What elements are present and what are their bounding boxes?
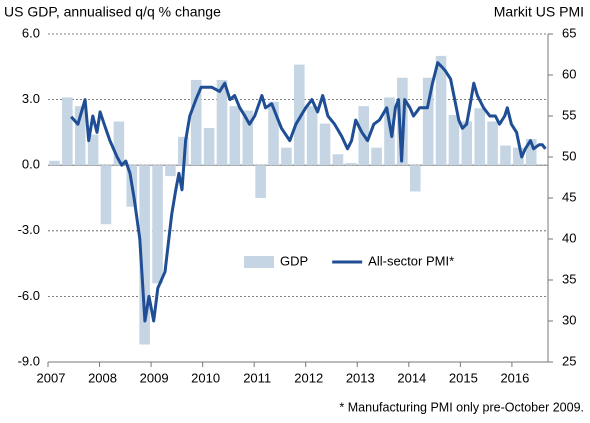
bar — [229, 106, 241, 166]
bar — [448, 114, 460, 166]
bar — [281, 147, 292, 166]
y2-tick-label: 40 — [562, 230, 576, 245]
x-tick-label: 2012 — [294, 370, 323, 385]
x-tick-label: 2007 — [37, 370, 66, 385]
bar — [113, 121, 125, 166]
y-tick-label: -6.0 — [18, 288, 40, 303]
legend-label: GDP — [280, 253, 308, 268]
bar — [255, 165, 266, 198]
bar — [422, 77, 434, 166]
bar — [345, 163, 357, 166]
bar — [165, 165, 176, 177]
bar — [242, 110, 254, 166]
y2-tick-label: 60 — [562, 66, 576, 81]
bar — [513, 147, 524, 166]
bar — [49, 160, 60, 166]
y-tick-label: -3.0 — [18, 222, 40, 237]
bar — [409, 165, 421, 192]
y-tick-label: -9.0 — [18, 353, 40, 368]
y2-tick-label: 55 — [562, 107, 576, 122]
bar — [487, 121, 498, 166]
y2-tick-label: 50 — [562, 148, 576, 163]
y2-axis-title: Markit US PMI — [494, 4, 584, 20]
bar — [306, 106, 318, 166]
bar — [139, 165, 150, 345]
bar — [100, 165, 112, 225]
bar — [294, 64, 305, 166]
bar — [74, 106, 86, 166]
line — [70, 61, 547, 323]
y2-tick-label: 35 — [562, 271, 576, 286]
x-tick-label: 2015 — [449, 370, 478, 385]
bar — [203, 128, 215, 166]
bar — [268, 101, 279, 166]
bar — [474, 108, 485, 166]
bar — [87, 134, 99, 166]
bar — [190, 79, 202, 166]
chart-title: US GDP, annualised q/q % change — [4, 4, 221, 20]
bar — [435, 55, 447, 166]
bar — [525, 138, 537, 166]
y2-tick-label: 25 — [562, 353, 576, 368]
legend-swatch — [244, 256, 274, 268]
bar — [319, 123, 331, 166]
x-tick-label: 2011 — [243, 370, 271, 385]
bar — [62, 97, 73, 166]
x-tick-label: 2009 — [140, 370, 169, 385]
bar — [216, 79, 228, 166]
y2-tick-label: 30 — [562, 312, 576, 327]
x-tick-label: 2013 — [346, 370, 375, 385]
y-tick-label: 0.0 — [22, 157, 40, 172]
x-tick-label: 2014 — [397, 370, 426, 385]
x-tick-label: 2010 — [191, 370, 220, 385]
bar — [178, 136, 189, 166]
bar — [461, 121, 473, 166]
bar — [500, 145, 511, 166]
y-tick-label: 6.0 — [22, 25, 40, 40]
bar — [371, 147, 382, 166]
bar — [152, 165, 163, 284]
x-tick-label: 2016 — [500, 370, 529, 385]
bar — [332, 154, 344, 166]
x-tick-label: 2008 — [88, 370, 117, 385]
y2-tick-label: 65 — [562, 25, 576, 40]
legend-label: All-sector PMI* — [368, 253, 454, 268]
y-tick-label: 3.0 — [22, 91, 40, 106]
y2-tick-label: 45 — [562, 189, 576, 204]
footnote: * Manufacturing PMI only pre-October 200… — [339, 400, 584, 414]
